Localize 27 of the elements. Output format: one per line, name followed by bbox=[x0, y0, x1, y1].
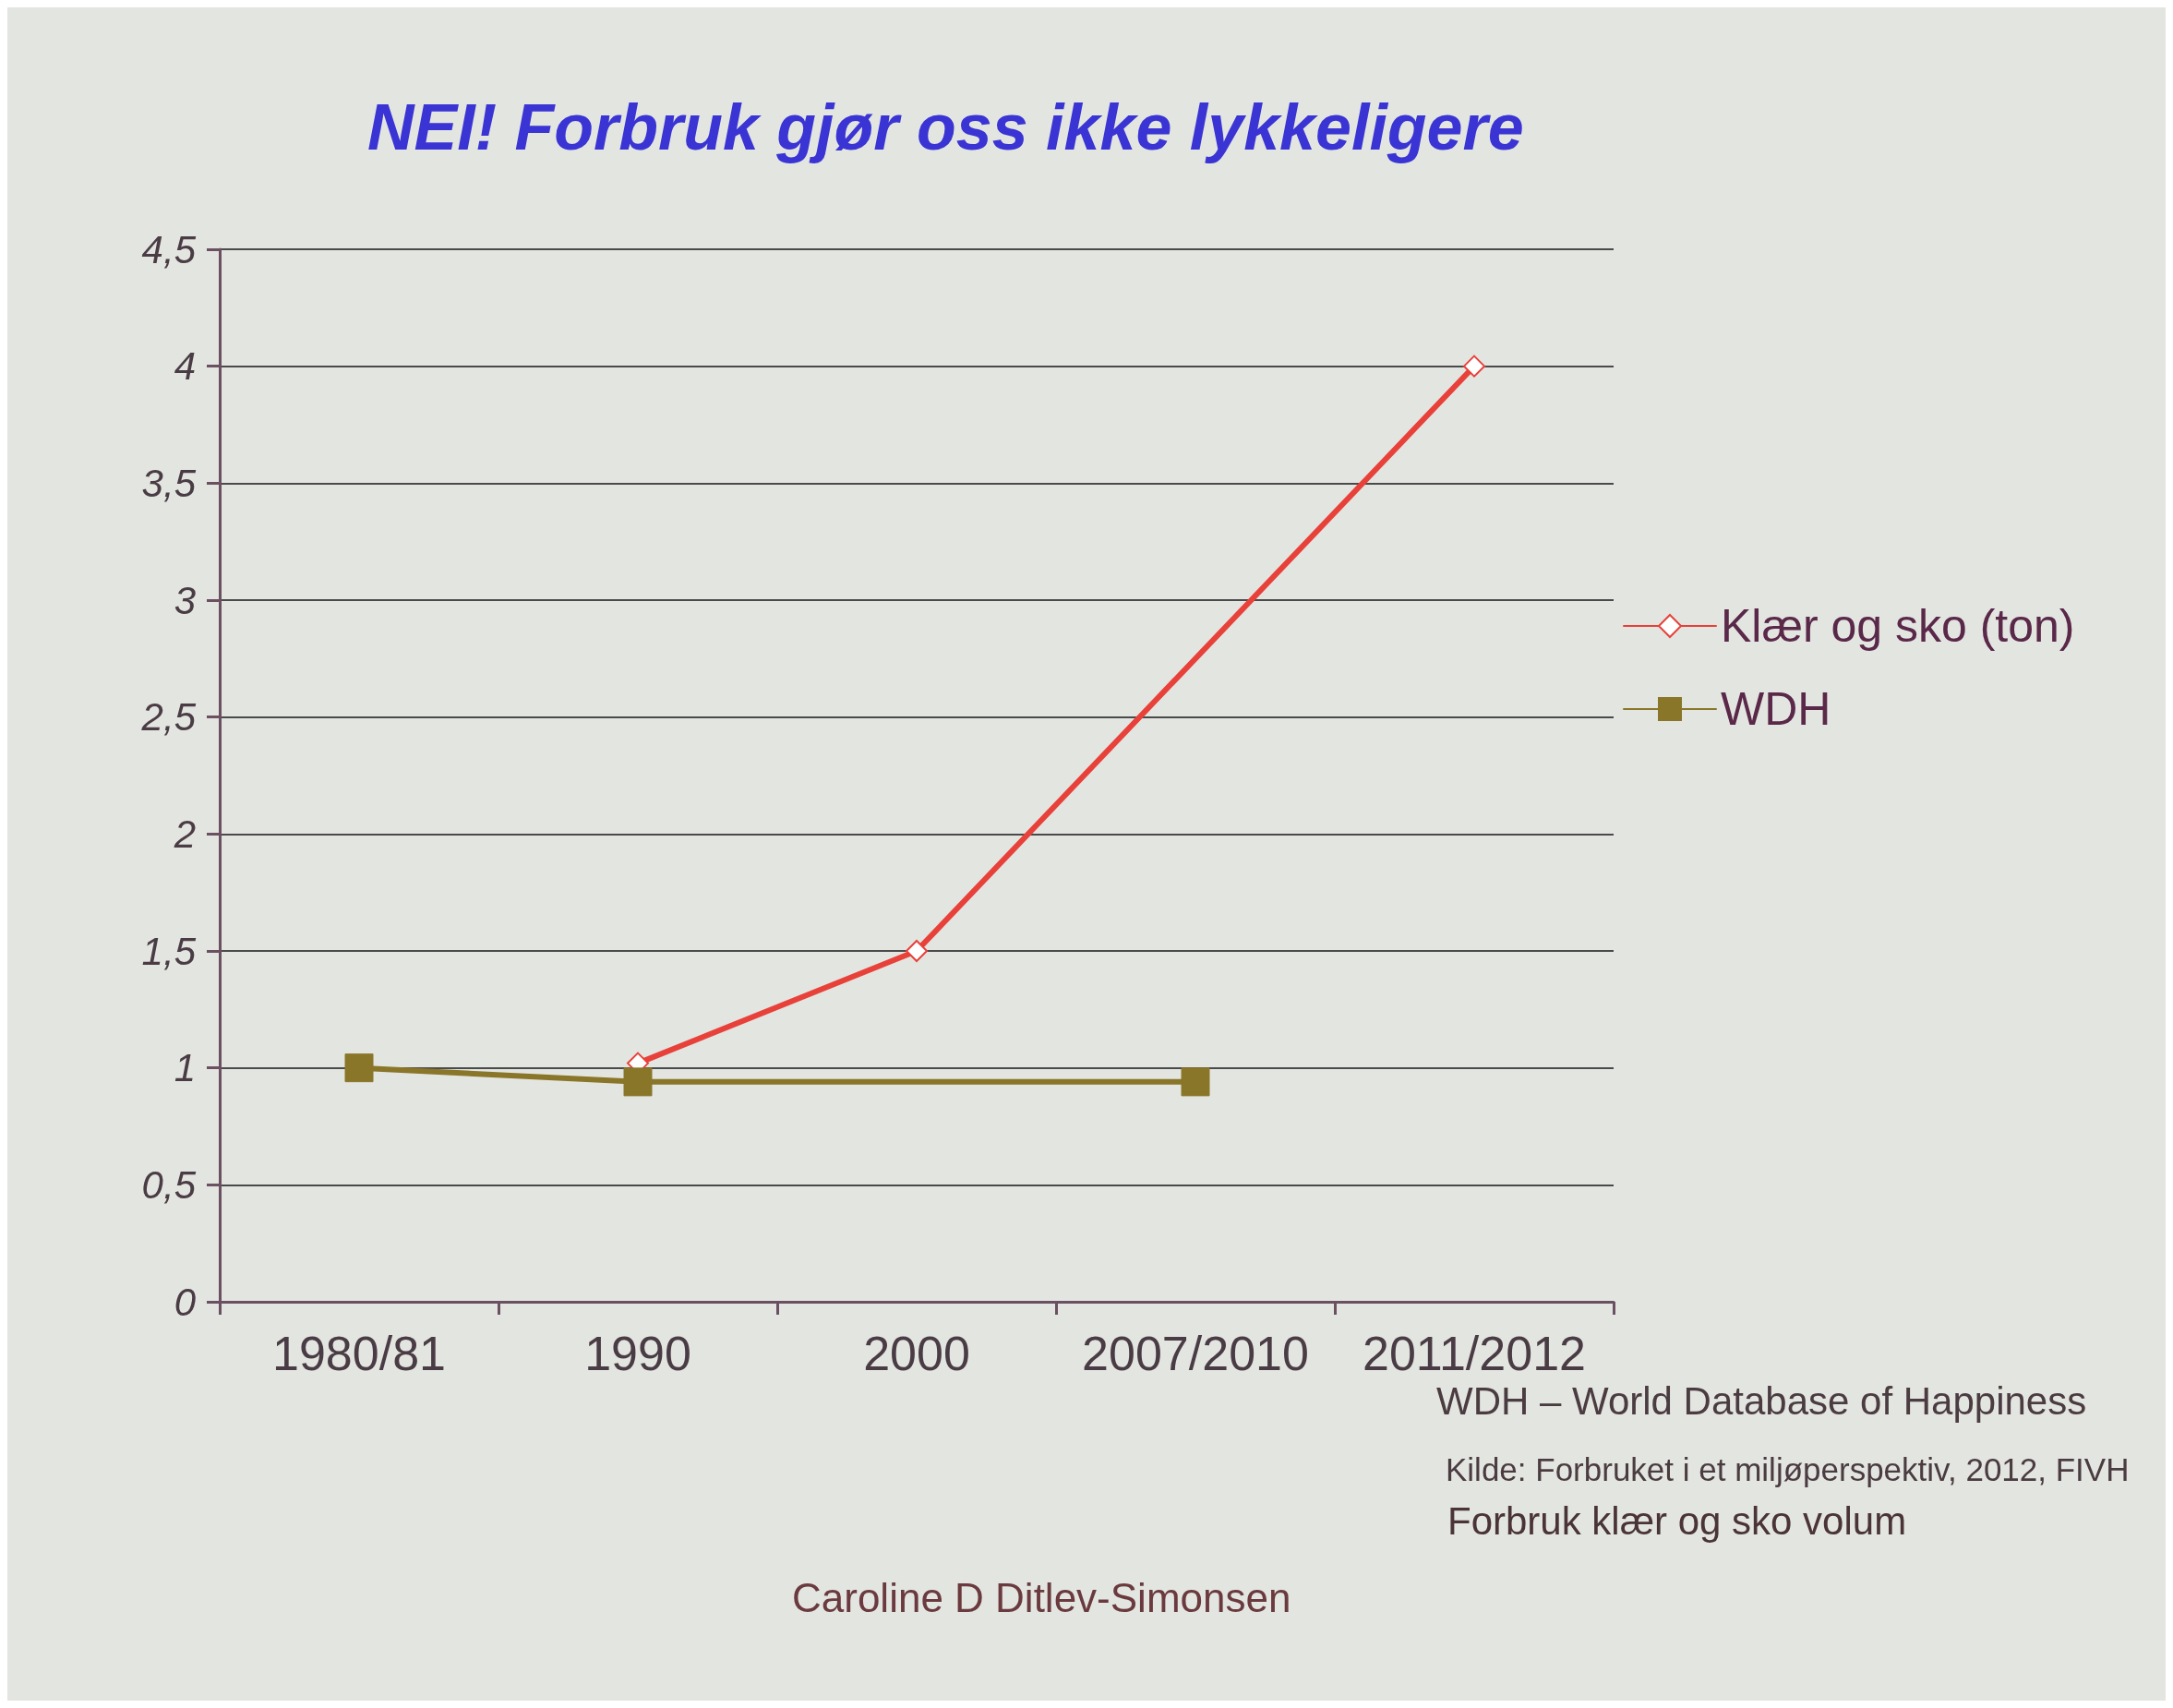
y-tick-label: 2 bbox=[173, 812, 196, 856]
legend-label: WDH bbox=[1721, 683, 1831, 735]
text: Kilde: Forbruket i et miljøperspektiv, 2012, FIVH bbox=[1446, 1451, 2130, 1487]
y-tick-label: 0 bbox=[174, 1280, 197, 1324]
x-tick-label: 2007/2010 bbox=[1082, 1327, 1309, 1380]
x-tick-label: 2011/2012 bbox=[1363, 1327, 1586, 1380]
x-tick-label: 1980/81 bbox=[272, 1327, 446, 1380]
legend-label: Klær og sko (ton) bbox=[1721, 600, 2075, 652]
text: Forbruk klær og sko volum bbox=[1447, 1498, 1907, 1543]
point bbox=[1181, 1067, 1210, 1097]
point bbox=[623, 1067, 653, 1097]
point bbox=[1463, 355, 1485, 378]
point bbox=[344, 1053, 374, 1083]
y-tick-label: 2,5 bbox=[140, 695, 197, 740]
point bbox=[906, 940, 928, 962]
y-tick-label: 4,5 bbox=[141, 227, 197, 271]
x-tick-label: 1990 bbox=[584, 1327, 691, 1380]
x-tick-label: 2000 bbox=[863, 1327, 970, 1380]
y-tick-label: 1,5 bbox=[141, 929, 197, 973]
y-tick-label: 3 bbox=[174, 578, 196, 622]
y-tick-label: 1 bbox=[174, 1046, 196, 1090]
text: Caroline D Ditlev-Simonsen bbox=[792, 1574, 1291, 1620]
y-tick-label: 0,5 bbox=[141, 1162, 197, 1207]
y-tick-label: 3,5 bbox=[141, 461, 197, 505]
chart-title: NEI! Forbruk gjør oss ikke lykkeligere bbox=[367, 91, 1524, 163]
text: WDH – World Database of Happiness bbox=[1436, 1378, 2087, 1423]
y-tick-label: 4 bbox=[174, 344, 196, 389]
